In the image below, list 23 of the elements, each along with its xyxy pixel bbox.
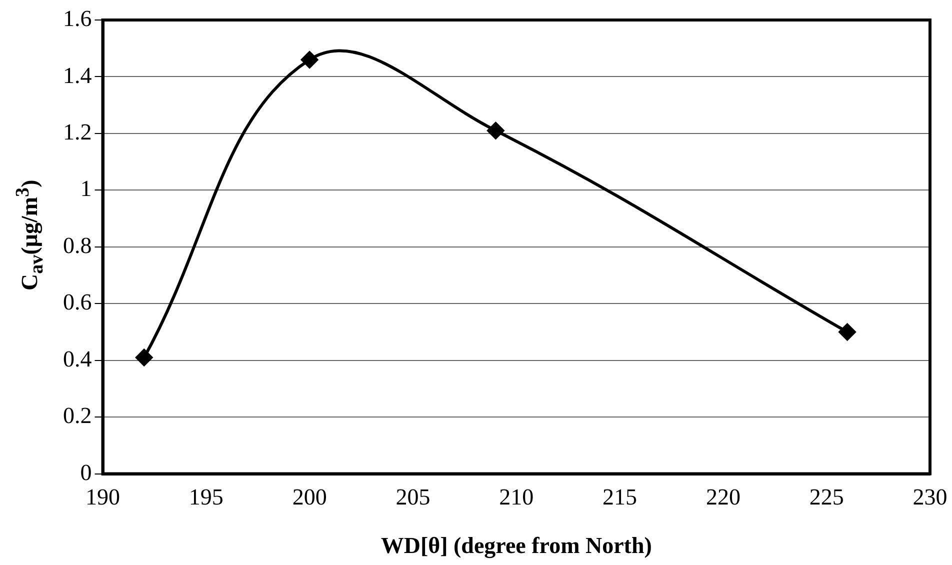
x-tick-label: 215 — [602, 484, 638, 510]
point — [838, 323, 856, 340]
y-tick-label: 0.8 — [63, 232, 92, 258]
y-tick-label: 0.6 — [63, 290, 92, 315]
y-tick-label: 1 — [80, 176, 92, 202]
y-tick-label: 0.2 — [63, 403, 92, 428]
y-tick-label: 1.6 — [63, 6, 92, 32]
y-tick-label: 1.4 — [63, 62, 92, 88]
x-tick-label: 225 — [809, 484, 844, 510]
x-tick-label: 200 — [292, 484, 327, 510]
y-tick-label: 0 — [80, 460, 92, 485]
point — [301, 51, 318, 68]
x-tick-label: 190 — [86, 484, 120, 510]
point — [136, 349, 153, 366]
x-tick-label: 220 — [706, 484, 740, 510]
x-axis-title: WD[θ] (degree from North) — [380, 533, 652, 560]
x-tick-label: 210 — [499, 484, 534, 510]
point — [487, 122, 504, 140]
x-tick-label: 195 — [188, 484, 224, 510]
x-tick-label: 205 — [396, 484, 430, 510]
x-tick-label: 230 — [912, 484, 948, 510]
y-tick-label: 0.4 — [63, 346, 92, 372]
y-tick-label: 1.2 — [63, 119, 92, 144]
